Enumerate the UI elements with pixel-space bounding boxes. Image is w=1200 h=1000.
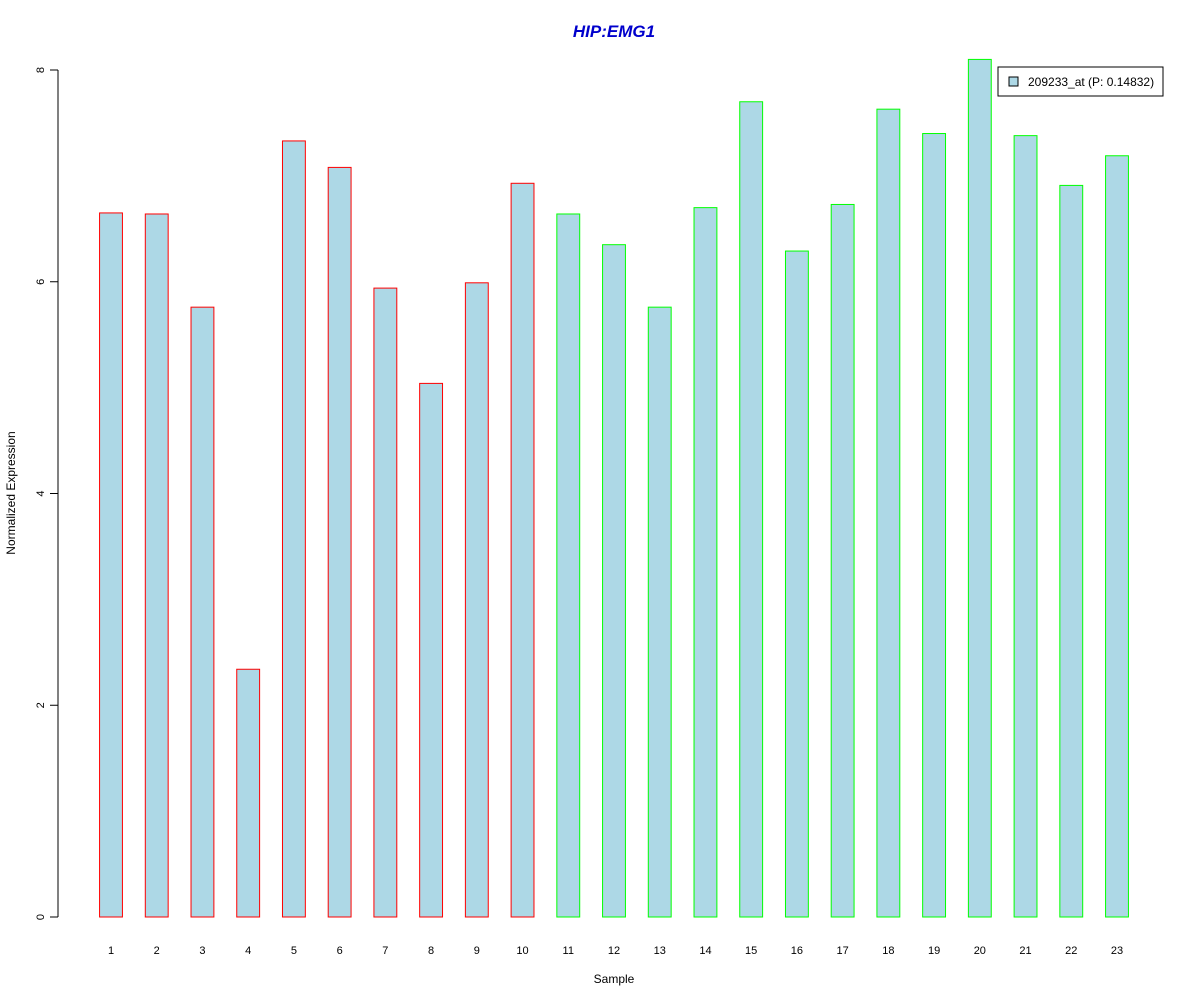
x-tick-label: 18 (882, 945, 894, 957)
x-tick-label: 19 (928, 945, 940, 957)
y-tick-label: 2 (35, 702, 47, 708)
x-tick-label: 23 (1111, 945, 1123, 957)
x-tick-label: 22 (1065, 945, 1077, 957)
x-tick-label: 14 (699, 945, 711, 957)
x-tick-label: 17 (837, 945, 849, 957)
x-tick-label: 15 (745, 945, 757, 957)
bar-sample-9 (464, 282, 489, 918)
bar-sample-1 (99, 212, 123, 918)
x-tick-label: 6 (337, 945, 343, 957)
x-tick-label: 2 (154, 945, 160, 957)
x-axis-title: Sample (594, 972, 635, 986)
x-tick-label: 20 (974, 945, 986, 957)
bar-sample-8 (419, 382, 444, 918)
y-tick-label: 8 (35, 67, 47, 73)
x-tick-label: 9 (474, 945, 480, 957)
bar-sample-3 (190, 306, 215, 918)
x-tick-label: 10 (516, 945, 528, 957)
bar-sample-13 (647, 306, 672, 918)
bar-sample-21 (1013, 135, 1038, 918)
x-tick-label: 16 (791, 945, 803, 957)
legend: 209233_at (P: 0.14832) (997, 66, 1164, 97)
bar-sample-22 (1059, 184, 1084, 918)
legend-swatch (1008, 76, 1019, 87)
bar-sample-10 (510, 182, 535, 918)
bar-sample-17 (830, 203, 855, 918)
bar-sample-14 (693, 207, 718, 918)
y-tick-label: 4 (35, 490, 47, 496)
y-tick-label: 6 (35, 279, 47, 285)
bar-sample-12 (602, 244, 626, 918)
x-tick-label: 5 (291, 945, 297, 957)
legend-label: 209233_at (P: 0.14832) (1028, 75, 1154, 89)
x-tick-label: 13 (654, 945, 666, 957)
y-axis-title: Normalized Expression (4, 431, 18, 554)
x-tick-label: 21 (1019, 945, 1031, 957)
bar-sample-11 (556, 213, 581, 918)
x-tick-label: 3 (199, 945, 205, 957)
bar-sample-16 (784, 250, 809, 918)
x-tick-label: 11 (563, 945, 574, 957)
legend-box (997, 66, 1164, 97)
bar-sample-2 (144, 213, 169, 918)
x-tick-label: 7 (382, 945, 388, 957)
chart-title: HIP:EMG1 (573, 22, 655, 41)
bar-sample-18 (876, 108, 901, 918)
bar-sample-5 (281, 140, 306, 918)
y-tick-label: 0 (35, 914, 47, 920)
x-axis-labels: 1 2 3 4 5 6 7 8 9 10 11 12 13 14 15 16 17 18 19 20 21 22 23 (108, 945, 1123, 957)
x-tick-label: 12 (608, 945, 620, 957)
bar-sample-20 (967, 58, 992, 918)
bar-sample-19 (922, 133, 947, 918)
x-tick-label: 8 (428, 945, 434, 957)
bar-sample-7 (373, 287, 398, 918)
bar-sample-23 (1105, 155, 1129, 918)
y-axis: 0 2 4 6 8 (35, 67, 59, 920)
bar-sample-15 (739, 101, 764, 918)
x-tick-label: 1 (108, 945, 114, 957)
bars (99, 58, 1129, 918)
bar-sample-4 (236, 668, 261, 918)
bar-sample-6 (327, 166, 352, 918)
x-tick-label: 4 (245, 945, 251, 957)
